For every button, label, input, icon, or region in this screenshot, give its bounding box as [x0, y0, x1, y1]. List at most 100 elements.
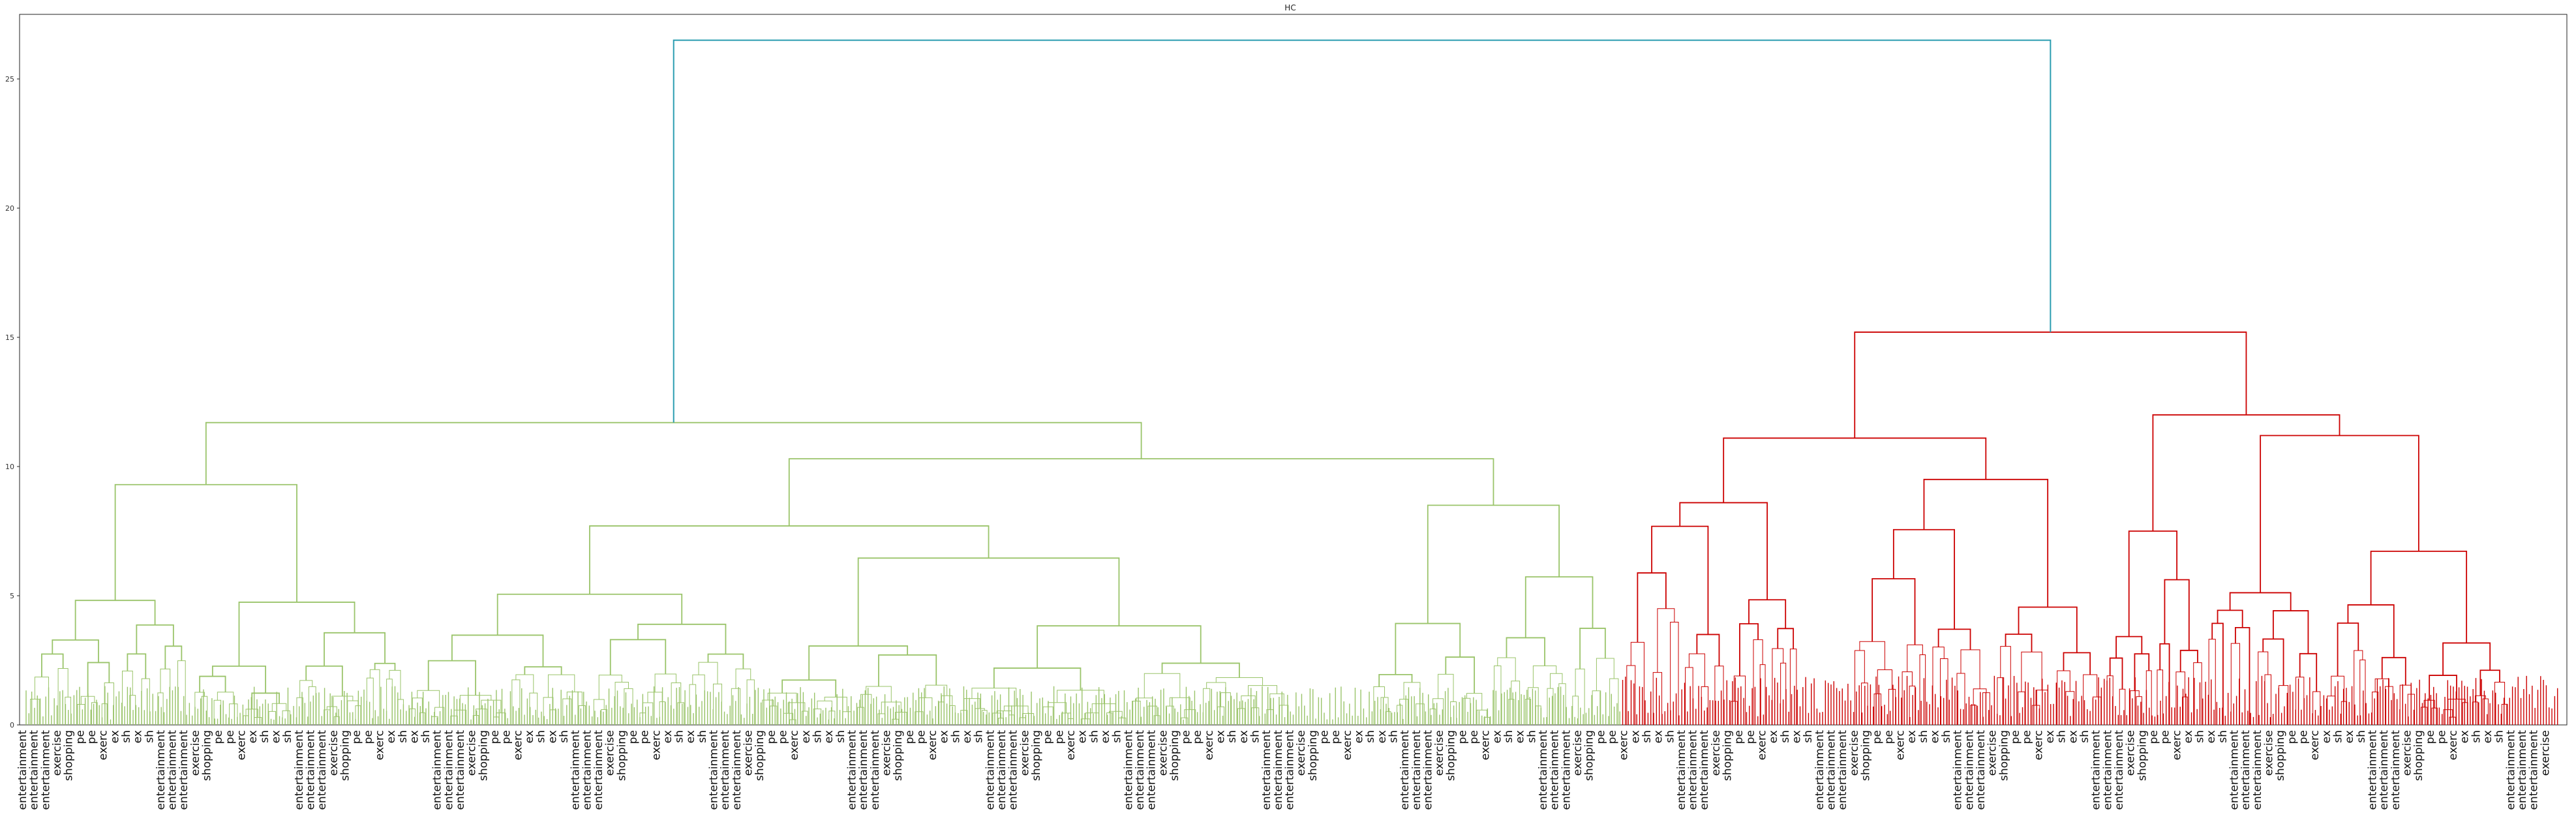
dendrogram-link — [254, 716, 262, 725]
dendrogram-link — [1859, 641, 1885, 670]
dendrogram-link — [386, 679, 393, 725]
leaf-label: pe — [212, 730, 225, 744]
leaf-label: ex — [2343, 730, 2356, 743]
dendrogram-link — [671, 682, 682, 725]
dendrogram-link — [2021, 651, 2042, 692]
dendrogram-link — [1438, 673, 1454, 702]
dendrogram-link — [1429, 708, 1436, 725]
leaf-label: pe — [1042, 730, 1055, 744]
leaf-label: entertainment — [1963, 730, 1976, 810]
dendrogram-link — [326, 706, 337, 717]
leaf-label: exercise — [1571, 730, 1584, 776]
leaf-label: ex — [270, 730, 283, 743]
leaf-label: entertainment — [1687, 730, 1700, 810]
dendrogram-link — [2370, 550, 2468, 643]
leaf-label: entertainment — [1975, 730, 1988, 810]
leaf-label: entertainment — [2101, 730, 2114, 810]
dendrogram-link — [609, 639, 667, 675]
dendrogram-link — [828, 711, 836, 725]
leaf-label: sh — [973, 730, 986, 743]
leaf-label: ex — [1352, 730, 1365, 743]
dendrogram-link — [1973, 688, 1987, 705]
leaf-label: sh — [2470, 730, 2483, 743]
leaf-label: sh — [258, 730, 271, 743]
dendrogram-link — [2018, 691, 2025, 725]
leaf-label: exerc — [1756, 730, 1769, 760]
dendrogram-link — [1380, 697, 1389, 725]
leaf-label: pe — [1594, 730, 1607, 744]
leaf-label: pe — [2435, 730, 2448, 744]
dendrogram-link — [1877, 669, 1893, 694]
leaf-label: entertainment — [454, 730, 467, 810]
dendrogram-link — [136, 624, 174, 654]
leaf-label: entertainment — [1675, 730, 1688, 810]
dendrogram-link — [1399, 699, 1408, 725]
dendrogram-link — [1854, 650, 1865, 725]
leaf-label: exerc — [1341, 730, 1354, 760]
dendrogram-link — [824, 696, 847, 712]
leaf-label: shopping — [753, 730, 766, 781]
dendrogram-link — [1670, 622, 1679, 725]
dendrogram-link — [1462, 698, 1471, 725]
leaf-label: exerc — [2309, 730, 2322, 760]
dendrogram-link — [2381, 656, 2406, 686]
leaf-label: entertainment — [1836, 730, 1849, 810]
dendrogram-link — [808, 645, 909, 681]
dendrogram-link — [1037, 625, 1202, 668]
dendrogram-link — [1651, 525, 1709, 635]
leaf-label: sh — [1779, 730, 1792, 743]
dendrogram-link — [1497, 657, 1516, 681]
dendrogram-link — [1144, 673, 1181, 698]
leaf-label: exerc — [2447, 730, 2460, 760]
dendrogram-link — [213, 699, 222, 725]
leaf-label: shopping — [63, 730, 76, 781]
leaf-label: exercise — [1018, 730, 1031, 776]
leaf-label: exerc — [1894, 730, 1907, 760]
dendrogram-link — [2278, 685, 2289, 725]
leaf-label: exerc — [1618, 730, 1631, 760]
leaf-label: pe — [2159, 730, 2172, 744]
leaf-label: sh — [1917, 730, 1930, 743]
dendrogram-link — [543, 697, 554, 725]
leaf-label: ex — [408, 730, 421, 743]
leaf-label: exercise — [466, 730, 479, 776]
dendrogram-link — [1714, 666, 1724, 725]
dendrogram-link — [1466, 693, 1483, 711]
dendrogram-link — [1679, 502, 1768, 600]
leaf-label: entertainment — [2090, 730, 2103, 810]
leaf-label: entertainment — [1421, 730, 1434, 810]
dendrogram-link — [2260, 435, 2419, 593]
plot-frame — [19, 14, 2568, 726]
dendrogram-link — [2109, 657, 2123, 690]
dendrogram-link — [817, 700, 832, 711]
dendrogram-link — [1532, 665, 1557, 688]
dendrogram-link — [2359, 659, 2366, 725]
leaf-label: ex — [1514, 730, 1527, 743]
leaf-label: pe — [627, 730, 640, 744]
leaf-label: entertainment — [2378, 730, 2391, 810]
dendrogram-link — [593, 699, 605, 725]
dendrogram-link — [1854, 331, 2247, 438]
dendrogram-link — [271, 703, 287, 712]
dendrogram-link — [1237, 708, 1245, 725]
dendrogram-link — [2230, 643, 2240, 725]
leaf-label: ex — [823, 730, 836, 743]
dendrogram-link — [1696, 634, 1720, 666]
dendrogram-link — [857, 557, 1120, 647]
leaf-label: sh — [1226, 730, 1239, 743]
leaf-label: pe — [362, 730, 375, 744]
leaf-label: ex — [800, 730, 813, 743]
dendrogram-link — [707, 653, 744, 669]
y-tick-label: 25 — [5, 75, 14, 84]
dendrogram-link — [767, 692, 797, 703]
dendrogram-link — [1871, 578, 1916, 645]
leaf-label: exercise — [604, 730, 617, 776]
leaf-label: entertainment — [442, 730, 455, 810]
dendrogram-link — [1723, 437, 1987, 503]
leaf-label: exercise — [2263, 730, 2276, 776]
leaf-label: sh — [1387, 730, 1400, 743]
leaf-label: sh — [811, 730, 824, 743]
leaf-label: exerc — [788, 730, 801, 760]
leaf-label: ex — [1491, 730, 1504, 743]
